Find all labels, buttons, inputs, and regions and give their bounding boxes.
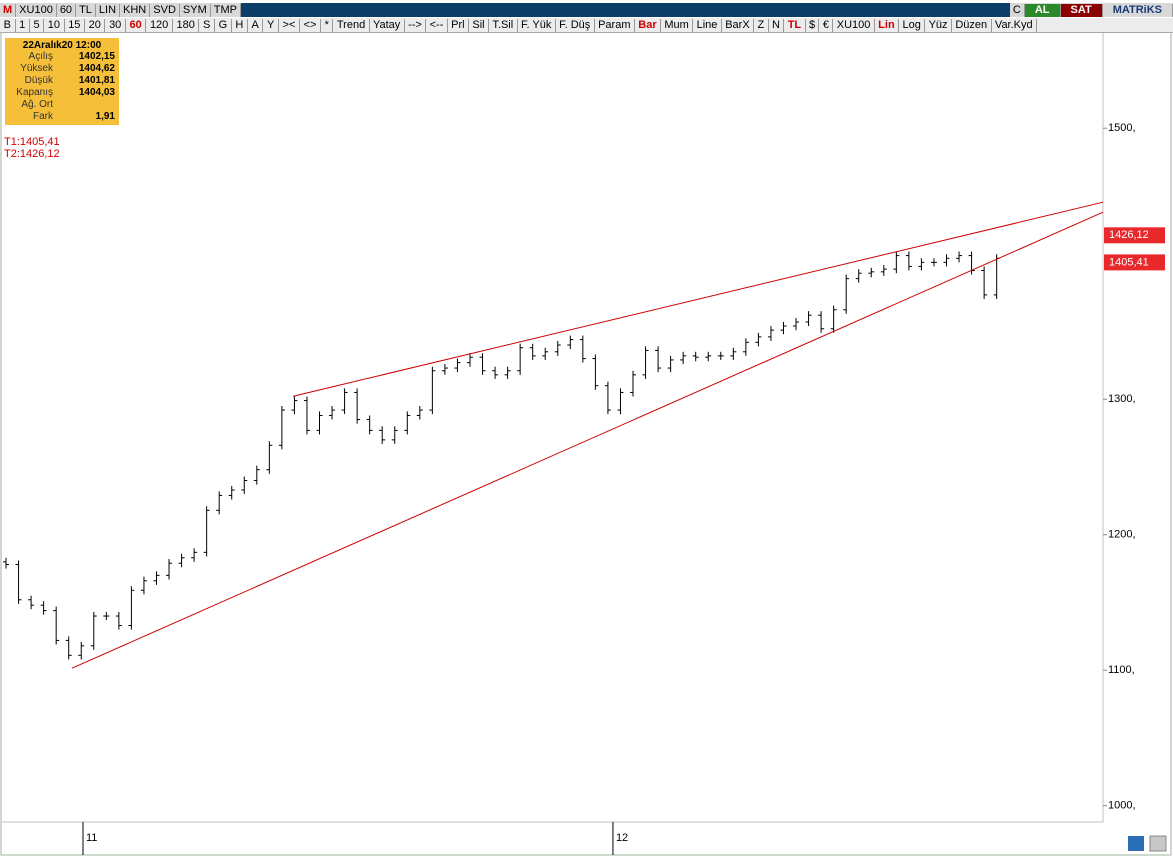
toolbar-button[interactable]: <--	[426, 18, 448, 32]
icon-button[interactable]	[1128, 836, 1144, 851]
toolbar-button[interactable]: TMP	[211, 3, 241, 17]
toolbar-button[interactable]: Line	[693, 18, 722, 32]
price-label: 1405,41	[1109, 256, 1149, 268]
toolbar-button[interactable]: 1	[16, 18, 30, 32]
toolbar-button[interactable]: 5	[30, 18, 45, 32]
toolbar-button[interactable]: -->	[405, 18, 427, 32]
annotation: T2:1426,12	[4, 148, 60, 160]
toolbar-button[interactable]: SVD	[150, 3, 180, 17]
toolbar-button[interactable]: 60	[57, 3, 77, 17]
toolbar-button[interactable]: SAT	[1060, 3, 1103, 17]
x-tick-label: 12	[616, 832, 628, 844]
info-value: 1402,15	[78, 51, 115, 62]
info-value: 1404,03	[78, 87, 115, 98]
trend-line	[71, 211, 1104, 669]
toolbar-button[interactable]: 180	[173, 18, 200, 32]
toolbar-button[interactable]: A	[248, 18, 264, 32]
toolbar-button[interactable]: <>	[300, 18, 322, 32]
info-row: Ağ. Ort	[5, 99, 119, 111]
y-tick-label: 1300,	[1108, 393, 1136, 405]
info-label: Fark	[33, 111, 53, 122]
toolbar-button[interactable]: $	[806, 18, 820, 32]
info-row: Düşük 1401,81	[5, 75, 119, 87]
info-label: Kapanış	[16, 87, 53, 98]
y-tick-label: 1500,	[1108, 122, 1136, 134]
toolbar-button[interactable]: 120	[146, 18, 173, 32]
toolbar-button[interactable]: BarX	[722, 18, 755, 32]
toolbar-button[interactable]: M	[0, 3, 17, 17]
info-value: 1404,62	[78, 63, 115, 74]
toolbar-button[interactable]: Mum	[661, 18, 694, 32]
y-tick-label: 1100,	[1108, 664, 1135, 676]
toolbar-bottom: B 1 5 10 15 20 30 60 120 180 S G H A Y >< <> * Trend Yatay -…	[0, 18, 1173, 33]
toolbar-button[interactable]: 20	[85, 18, 106, 32]
y-tick-label: 1000,	[1108, 800, 1136, 812]
info-row: Açılış 1402,15	[5, 51, 119, 63]
toolbar-button[interactable]: G	[215, 18, 232, 32]
toolbar-button[interactable]: Yüz	[925, 18, 952, 32]
info-value: 1401,81	[78, 75, 115, 86]
chart-frame	[0, 31, 1172, 856]
toolbar-button[interactable]: B	[0, 18, 16, 32]
info-row: Kapanış 1404,03	[5, 87, 119, 99]
info-label: Ağ. Ort	[21, 99, 53, 110]
toolbar-button[interactable]: Y	[263, 18, 279, 32]
toolbar-button[interactable]: Yatay	[370, 18, 405, 32]
toolbar-button[interactable]: SYM	[180, 3, 211, 17]
toolbar-button[interactable]: ><	[279, 18, 300, 32]
info-row: Fark 1,91	[5, 111, 119, 123]
price-label: 1426,12	[1109, 229, 1149, 241]
annotation: T1:1405,41	[4, 136, 60, 148]
toolbar-button[interactable]: Bar	[635, 18, 661, 32]
toolbar-button[interactable]: Sil	[469, 18, 489, 32]
toolbar-button[interactable]: Log	[899, 18, 926, 32]
toolbar-button[interactable]: H	[232, 18, 248, 32]
info-label: Açılış	[28, 51, 53, 62]
toolbar-button[interactable]: AL	[1024, 3, 1061, 17]
toolbar-button[interactable]: XU100	[833, 18, 875, 32]
toolbar-button[interactable]: N	[769, 18, 785, 32]
info-row: Yüksek 1404,62	[5, 63, 119, 75]
toolbar-button[interactable]: *	[321, 18, 334, 32]
toolbar-button[interactable]: XU100	[16, 3, 57, 17]
toolbar-top: M XU100 60 TL LIN KHN SVD SYM TMP C AL SAT MATRiKS	[0, 3, 1173, 17]
toolbar-button[interactable]: 60	[126, 18, 147, 32]
price-label-box	[1104, 254, 1165, 271]
trend-line	[293, 201, 1104, 397]
price-label-box	[1104, 227, 1165, 244]
toolbar-button[interactable]: Param	[595, 18, 635, 32]
toolbar-button[interactable]: KHN	[120, 3, 151, 17]
toolbar-button[interactable]: Prl	[448, 18, 469, 32]
toolbar-button[interactable]: S	[199, 18, 215, 32]
toolbar-button[interactable]: Z	[754, 18, 769, 32]
toolbar-button[interactable]: Lin	[875, 18, 900, 32]
toolbar-button[interactable]: MATRiKS	[1102, 3, 1173, 17]
toolbar-button[interactable]: F. Yük	[518, 18, 556, 32]
info-value: 1,91	[95, 111, 115, 122]
toolbar-button[interactable]: 10	[44, 18, 65, 32]
toolbar-button[interactable]: 30	[105, 18, 126, 32]
toolbar-button[interactable]: F. Düş	[556, 18, 595, 32]
toolbar-button[interactable]: C	[1010, 3, 1025, 17]
toolbar-button[interactable]: LIN	[96, 3, 121, 17]
info-label: Düşük	[24, 75, 53, 86]
y-tick-label: 1200,	[1108, 529, 1136, 541]
toolbar-button[interactable]: T.Sil	[489, 18, 518, 32]
info-label: Yüksek	[20, 63, 53, 74]
x-tick-label: 11	[86, 832, 97, 844]
icon-button[interactable]	[1149, 835, 1167, 852]
toolbar-button[interactable]: 15	[65, 18, 86, 32]
toolbar-button[interactable]: Düzen	[952, 18, 992, 32]
toolbar-button[interactable]: Trend	[333, 18, 370, 32]
toolbar-button[interactable]: TL	[784, 18, 806, 32]
toolbar-button[interactable]: Var.Kyd	[992, 18, 1038, 32]
toolbar-button[interactable]: €	[819, 18, 834, 32]
toolbar-strip	[240, 3, 1010, 17]
info-box: 22Aralık20 12:00 Açılış 1402,15 Yüksek 1404,…	[5, 38, 119, 125]
toolbar-button[interactable]: TL	[76, 3, 96, 17]
info-date: 22Aralık20 12:00	[22, 40, 102, 51]
